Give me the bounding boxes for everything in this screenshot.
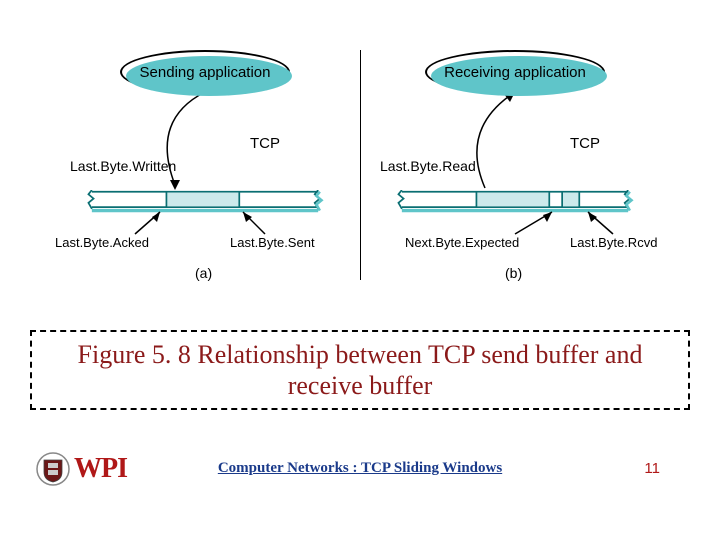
buffer-bar-b [375, 190, 655, 214]
receiving-app-ellipse: Receiving application [425, 50, 605, 94]
figure-caption-box: Figure 5. 8 Relationship between TCP sen… [30, 330, 690, 410]
tcp-label-b: TCP [570, 135, 600, 152]
bottom-right-label-b: Last.Byte.Rcvd [570, 235, 657, 250]
bottom-right-label-a: Last.Byte.Sent [230, 235, 315, 250]
mid-label-a: Last.Byte.Written [70, 158, 176, 174]
wpi-shield-icon [36, 452, 70, 486]
panel-caption-b: (b) [505, 265, 522, 281]
panel-caption-a: (a) [195, 265, 212, 281]
figure-caption: Figure 5. 8 Relationship between TCP sen… [52, 339, 668, 401]
sending-app-ellipse: Sending application [120, 50, 290, 94]
bottom-left-label-a: Last.Byte.Acked [55, 235, 149, 250]
wpi-logo-text: WPI [74, 453, 127, 485]
mid-label-b: Last.Byte.Read [380, 158, 476, 174]
arrow-app-to-buffer-a [140, 90, 260, 195]
receiving-app-label: Receiving application [444, 64, 586, 81]
slide-number: 11 [644, 460, 660, 477]
footer-title: Computer Networks : TCP Sliding Windows [218, 460, 502, 477]
slide-footer: WPI Computer Networks : TCP Sliding Wind… [0, 452, 720, 492]
panel-sending: Sending application TCP Last.Byte.Writte… [60, 40, 350, 310]
tcp-label-a: TCP [250, 135, 280, 152]
bottom-left-label-b: Next.Byte.Expected [405, 235, 519, 250]
buffer-bar-a [65, 190, 345, 214]
diagram-area: Sending application TCP Last.Byte.Writte… [60, 40, 660, 310]
sending-app-label: Sending application [140, 64, 271, 81]
panel-divider [360, 50, 361, 280]
arrow-buffer-to-app-b [450, 90, 570, 195]
wpi-logo: WPI [36, 452, 127, 486]
panel-receiving: Receiving application TCP Last.Byte.Read [370, 40, 660, 310]
